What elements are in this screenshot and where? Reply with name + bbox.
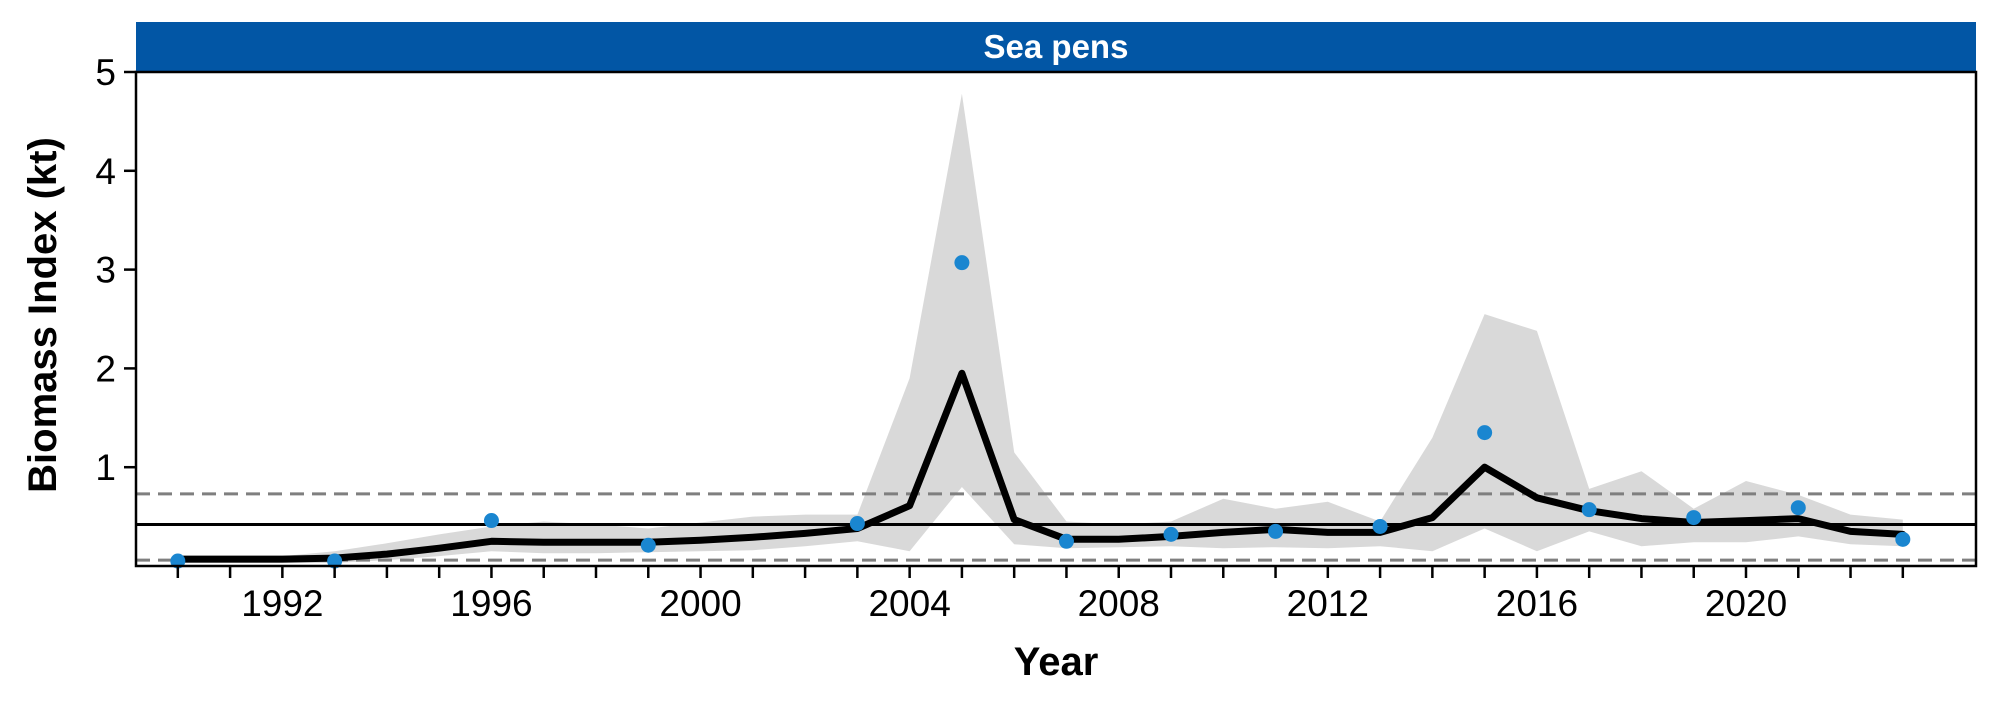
x-tick-label-2020: 2020: [1705, 583, 1787, 624]
facet-strip-title: Sea pens: [984, 28, 1129, 65]
x-tick-label-2004: 2004: [868, 583, 950, 624]
survey-point-2019: [1686, 510, 1702, 526]
y-axis-title: Biomass Index (kt): [21, 137, 65, 493]
y-tick-label-2: 2: [95, 348, 116, 389]
panel-border: [134, 70, 1978, 568]
x-tick-label-2008: 2008: [1078, 583, 1160, 624]
survey-point-2021: [1790, 500, 1806, 516]
x-axis-title: Year: [1014, 640, 1099, 684]
survey-point-2003: [849, 516, 865, 532]
plot-panel: 1992 1996 2000 2004 2008 2012 2016 2020 1 2 3 4 5: [95, 52, 1978, 624]
survey-point-2023: [1895, 531, 1911, 547]
survey-point-2005: [954, 255, 970, 271]
x-tick-label-2000: 2000: [659, 583, 741, 624]
survey-point-2013: [1372, 518, 1388, 534]
y-tick-label-5: 5: [95, 52, 116, 93]
confidence-band: [177, 93, 1903, 563]
survey-point-2011: [1268, 523, 1284, 539]
y-tick-label-3: 3: [95, 250, 116, 291]
survey-point-2007: [1058, 533, 1074, 549]
survey-point-1999: [640, 537, 656, 553]
survey-point-1996: [483, 513, 499, 529]
y-tick-label-4: 4: [95, 151, 116, 192]
index-line: [174, 369, 1907, 563]
x-tick-label-2016: 2016: [1496, 583, 1578, 624]
survey-point-2009: [1163, 526, 1179, 542]
survey-point-2015: [1477, 425, 1493, 441]
y-tick-label-1: 1: [95, 447, 116, 488]
x-tick-label-2012: 2012: [1287, 583, 1369, 624]
survey-point-2017: [1581, 502, 1597, 518]
x-tick-label-1992: 1992: [241, 583, 323, 624]
x-tick-label-1996: 1996: [450, 583, 532, 624]
facet-strip: [136, 22, 1976, 72]
